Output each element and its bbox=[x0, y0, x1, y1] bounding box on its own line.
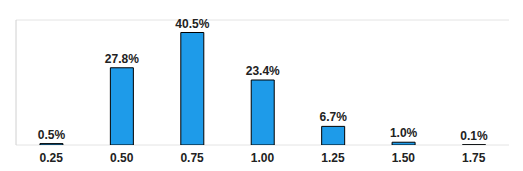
svg-text:0.5%: 0.5% bbox=[38, 128, 66, 142]
svg-text:1.75: 1.75 bbox=[462, 151, 486, 165]
svg-text:1.50: 1.50 bbox=[392, 151, 416, 165]
svg-text:1.0%: 1.0% bbox=[390, 126, 418, 140]
svg-text:27.8%: 27.8% bbox=[105, 52, 139, 66]
svg-text:0.25: 0.25 bbox=[40, 151, 64, 165]
svg-text:1.25: 1.25 bbox=[321, 151, 345, 165]
svg-text:0.50: 0.50 bbox=[110, 151, 134, 165]
svg-text:6.7%: 6.7% bbox=[319, 110, 347, 124]
svg-text:0.1%: 0.1% bbox=[460, 129, 488, 143]
svg-text:1.00: 1.00 bbox=[251, 151, 275, 165]
svg-text:40.5%: 40.5% bbox=[175, 17, 209, 31]
svg-text:0.75: 0.75 bbox=[180, 151, 204, 165]
svg-text:23.4%: 23.4% bbox=[246, 64, 280, 78]
